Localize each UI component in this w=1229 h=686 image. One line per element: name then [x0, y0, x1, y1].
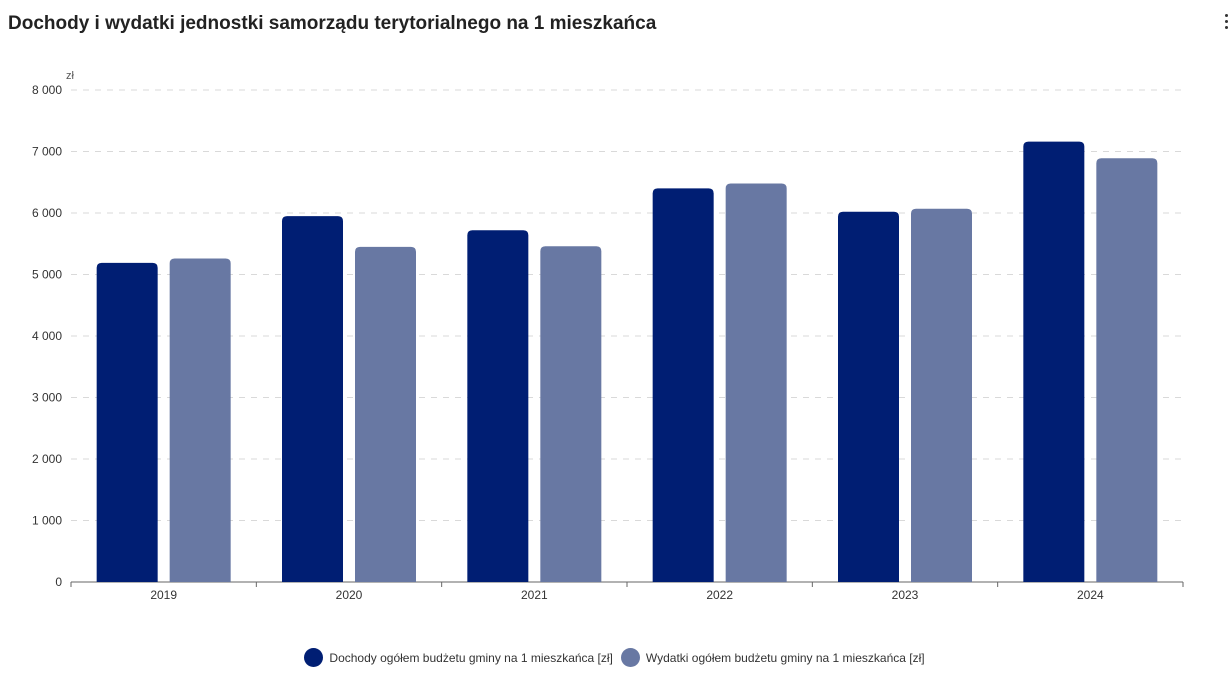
bar-dochody-2020[interactable] — [282, 216, 343, 582]
y-tick-label: 6 000 — [32, 206, 62, 220]
y-tick-label: 7 000 — [32, 145, 62, 159]
y-tick-label: 3 000 — [32, 391, 62, 405]
y-axis-unit-label: zł — [66, 70, 75, 82]
legend-swatch — [620, 648, 640, 667]
x-tick-label: 2023 — [892, 588, 919, 602]
y-tick-label: 0 — [55, 575, 62, 589]
chart-title: Dochody i wydatki jednostki samorządu te… — [8, 13, 657, 34]
bar-dochody-2024[interactable] — [1023, 141, 1085, 582]
bar-wydatki-2024[interactable] — [1096, 158, 1158, 582]
x-tick-label: 2020 — [336, 588, 363, 602]
x-tick-label: 2019 — [150, 588, 177, 602]
more-vertical-icon[interactable] — [1222, 13, 1229, 31]
x-tick-label: 2024 — [1077, 588, 1104, 602]
bar-dochody-2022[interactable] — [652, 188, 714, 582]
bar-chart: zł 0 1 000 2 000 3 000 4 000 5 000 6 000 7 000 8 … — [32, 70, 1184, 602]
legend-item-wydatki[interactable]: Wydatki ogółem budżetu gminy na 1 mieszk… — [620, 648, 925, 667]
x-tick-label: 2021 — [521, 588, 548, 602]
legend-label: Wydatki ogółem budżetu gminy na 1 mieszk… — [645, 650, 925, 665]
bar-dochody-2021[interactable] — [467, 230, 529, 582]
bar-wydatki-2021[interactable] — [540, 246, 602, 582]
chart-legend: Dochody ogółem budżetu gminy na 1 mieszk… — [0, 648, 1229, 667]
y-tick-label: 8 000 — [32, 83, 62, 97]
legend-swatch — [304, 648, 324, 667]
x-tick-label: 2022 — [706, 588, 733, 602]
bar-dochody-2019[interactable] — [96, 262, 158, 582]
y-tick-label: 5 000 — [32, 268, 62, 282]
bar-wydatki-2020[interactable] — [355, 246, 416, 582]
bar-wydatki-2022[interactable] — [725, 183, 787, 583]
bar-wydatki-2023[interactable] — [911, 208, 972, 582]
legend-item-dochody[interactable]: Dochody ogółem budżetu gminy na 1 mieszk… — [304, 648, 613, 667]
y-tick-label: 4 000 — [32, 329, 62, 343]
bar-dochody-2023[interactable] — [838, 211, 899, 582]
bar-wydatki-2019[interactable] — [169, 258, 231, 582]
y-tick-label: 1 000 — [32, 514, 62, 528]
y-tick-label: 2 000 — [32, 452, 62, 466]
legend-label: Dochody ogółem budżetu gminy na 1 mieszk… — [329, 650, 613, 665]
